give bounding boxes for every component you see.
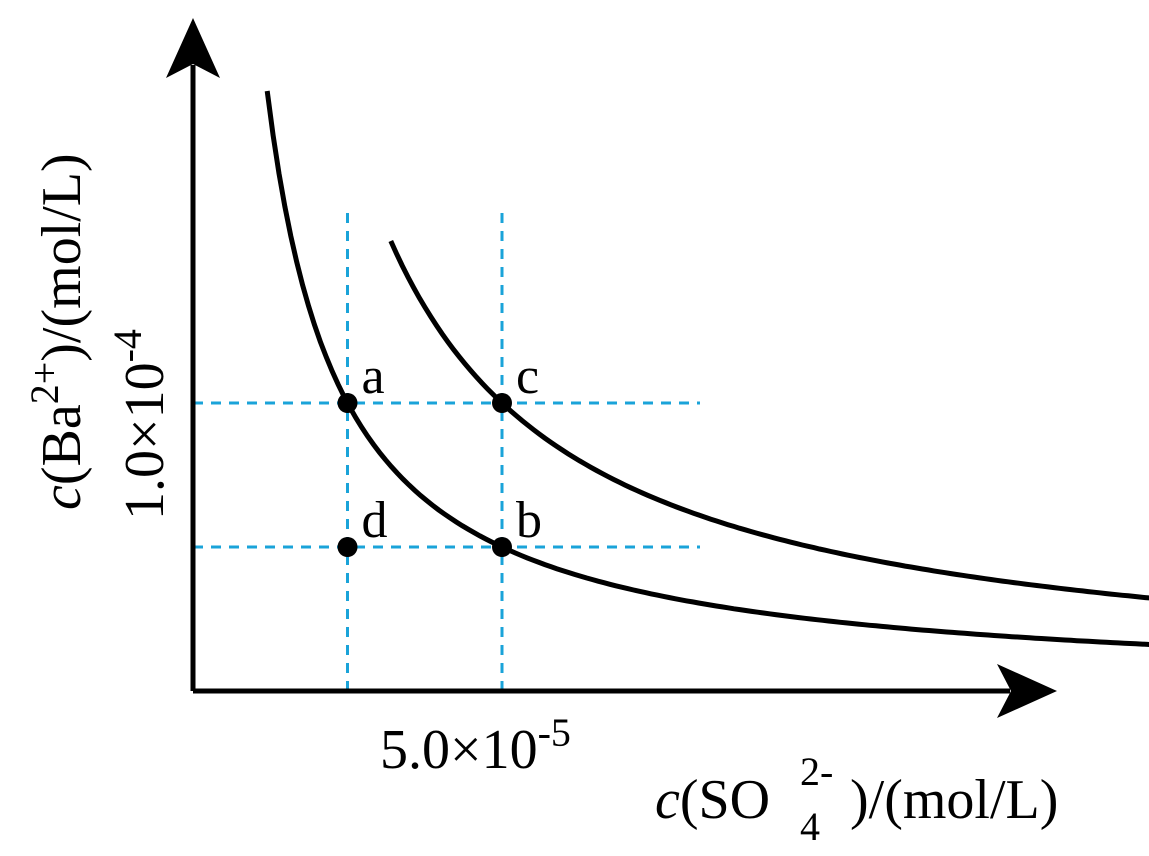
y-axis-label: c(Ba2+)/(mol/L)	[22, 153, 93, 510]
point-label-a: a	[362, 348, 385, 405]
reference-lines	[193, 208, 700, 691]
curves	[264, 90, 1149, 647]
point-label-b: b	[516, 492, 542, 549]
curve-T2	[388, 239, 1149, 601]
x-axis-label-sub: 4	[800, 804, 820, 849]
point-d	[337, 537, 358, 557]
x-tick-label: 5.0×10-5	[380, 710, 571, 781]
x-axis-arrow	[997, 664, 1057, 718]
point-label-d: d	[362, 492, 388, 549]
x-axis-label-sup: 2-	[800, 749, 833, 794]
point-a	[337, 393, 358, 413]
curve-T1	[264, 90, 1149, 647]
axes	[166, 18, 1057, 718]
y-tick-label: 1.0×10-4	[105, 329, 176, 520]
y-axis-arrow	[166, 18, 220, 78]
point-label-c: c	[516, 348, 539, 405]
x-axis-label-unit: )/(mol/L)	[850, 769, 1058, 831]
labels: 5.0×10-5 1.0×10-4 c(Ba2+)/(mol/L) c(SO 2…	[22, 153, 1058, 849]
x-axis-label: c(SO	[655, 769, 770, 831]
point-b	[492, 537, 512, 557]
data-points: a c d b	[337, 348, 542, 557]
point-c	[492, 393, 512, 413]
